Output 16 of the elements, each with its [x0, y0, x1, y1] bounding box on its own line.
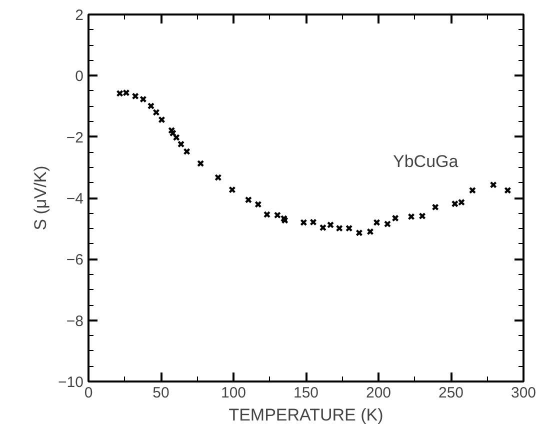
- x-axis-title: TEMPERATURE (K): [228, 406, 384, 424]
- y-tick-label: 2: [75, 7, 84, 24]
- y-tick-label: 0: [75, 68, 84, 86]
- y-tick-label: −8: [66, 312, 84, 330]
- y-tick-label: −2: [66, 129, 84, 146]
- x-tick-label: 300: [510, 384, 536, 402]
- annotation: YbCuGa: [393, 152, 459, 171]
- y-tick-label: −4: [66, 190, 84, 208]
- y-tick-label: −6: [66, 252, 84, 269]
- y-tick-label: −10: [58, 374, 84, 391]
- x-tick-label: 50: [152, 384, 170, 402]
- x-tick-label: 150: [293, 384, 319, 402]
- x-tick-label: 100: [220, 384, 246, 402]
- x-tick-label: 250: [438, 384, 464, 402]
- y-axis-title: S (μV/K): [31, 166, 50, 230]
- x-tick-label: 200: [366, 384, 392, 402]
